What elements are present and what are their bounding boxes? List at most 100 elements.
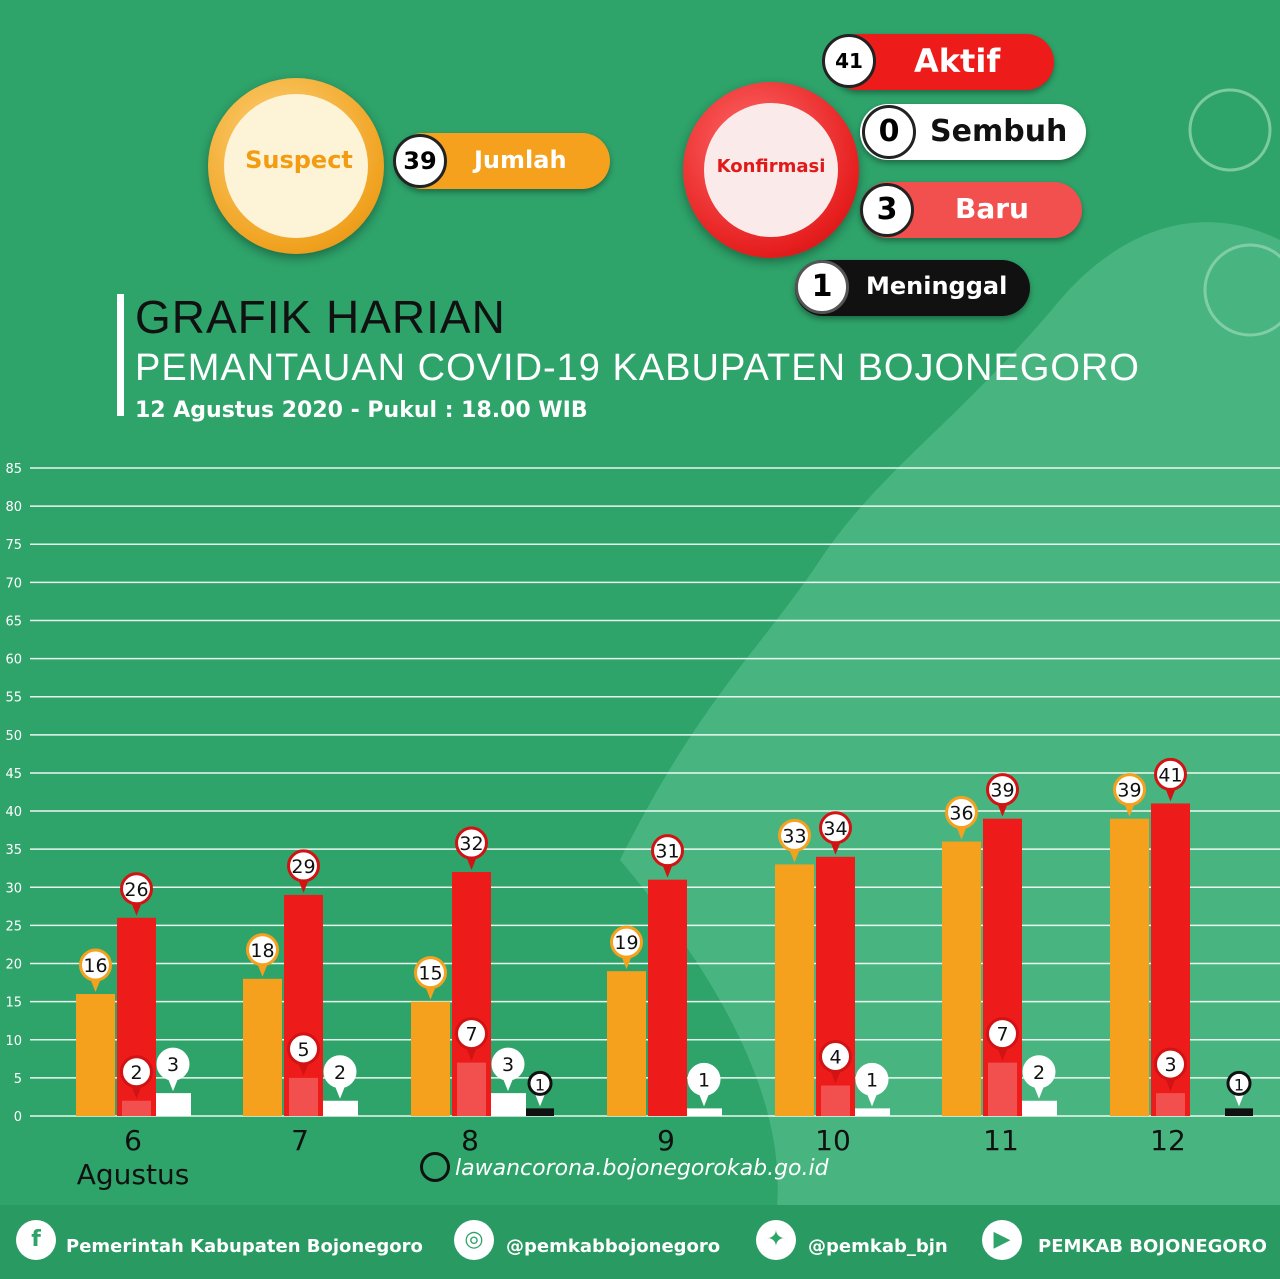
facebook-link[interactable]: Pemerintah Kabupaten Bojonegoro [66,1236,423,1257]
x-tick-label: 9 [657,1124,675,1157]
data-label: 34 [823,818,847,840]
page-title: GRAFIK HARIAN [135,291,506,343]
data-label-badge [287,849,320,883]
konfirmasi-label: Konfirmasi [716,156,826,177]
data-label-badge [945,796,978,830]
data-label: 36 [949,803,973,825]
page-subtitle: PEMANTAUAN COVID-19 KABUPATEN BOJONEGORO [135,347,1140,389]
x-tick-label: 12 [1150,1124,1186,1157]
suspect-label: Suspect [245,146,353,174]
data-label: 39 [990,780,1014,802]
data-label-badge [527,1070,553,1096]
twitter-icon[interactable]: ✦ [756,1220,796,1260]
meninggal-label: Meninggal [866,272,1008,300]
baru-value: 3 [860,183,914,237]
data-label-badge [287,1032,320,1066]
bar-aktif [648,879,687,1116]
data-label-badge [986,773,1019,807]
data-label-badge [778,818,811,852]
footer-bar [0,1205,1280,1279]
data-label: 31 [655,841,679,863]
bar-suspect [76,994,115,1116]
y-tick-label: 60 [5,653,22,668]
y-tick-label: 50 [5,729,22,744]
data-label: 1 [1234,1075,1244,1094]
bar-suspect [1110,818,1149,1116]
website-link[interactable]: lawancorona.bojonegorokab.go.id [455,1156,829,1181]
data-label: 33 [782,825,806,847]
bar-meninggal [1225,1108,1253,1116]
title-accent-bar [117,294,124,416]
x-tick-label: 8 [461,1124,479,1157]
x-tick-label: 6 [124,1124,142,1157]
data-label: 15 [418,963,442,985]
data-label: 2 [334,1062,346,1084]
data-label: 7 [465,1024,477,1046]
y-tick-label: 15 [5,996,22,1011]
twitter-link[interactable]: @pemkab_bjn [808,1236,948,1257]
aktif-value: 41 [822,34,876,88]
data-label-badge [1113,773,1146,807]
data-label: 2 [130,1062,142,1084]
data-label: 32 [459,833,483,855]
data-label: 3 [167,1054,179,1076]
sembuh-label: Sembuh [930,114,1068,149]
baru-label: Baru [955,192,1029,225]
data-label-badge [120,1055,153,1089]
y-tick-label: 0 [14,1110,22,1125]
data-label: 1 [535,1075,545,1094]
data-label: 3 [1164,1054,1176,1076]
data-label-badge [1154,757,1187,791]
bar-baru [457,1062,486,1116]
globe-icon [420,1152,450,1182]
youtube-link[interactable]: PEMKAB BOJONEGORO [1038,1236,1267,1257]
data-label-badge [819,1040,852,1074]
report-date: 12 Agustus 2020 - Pukul : 18.00 WIB [135,398,588,423]
y-tick-label: 55 [5,691,22,706]
data-label-badge [455,1017,488,1051]
data-label-badge [986,1017,1019,1051]
konfirmasi-ring-inner [704,103,838,237]
y-tick-label: 5 [14,1072,22,1087]
data-label: 29 [291,856,315,878]
bar-sembuh [855,1108,890,1116]
data-label-badge [1226,1070,1252,1096]
bar-sembuh [323,1100,358,1116]
instagram-link[interactable]: @pemkabbojonegoro [506,1236,721,1257]
x-axis-month-label: Agustus [77,1158,190,1190]
x-tick-label: 7 [291,1124,309,1157]
y-tick-label: 35 [5,843,22,858]
data-label-badge [246,933,279,967]
y-tick-label: 70 [5,576,22,591]
facebook-icon[interactable]: f [16,1220,56,1260]
bar-baru [122,1100,151,1116]
bar-sembuh [687,1108,722,1116]
virus-icon [1188,88,1280,337]
data-label: 2 [1033,1062,1045,1084]
bar-suspect [607,971,646,1116]
data-label-badge [491,1047,525,1081]
aktif-label: Aktif [914,42,1001,80]
data-label: 16 [83,955,107,977]
bar-suspect [775,864,814,1116]
bar-baru [1156,1093,1185,1116]
data-label-badge [79,948,112,982]
bar-sembuh [491,1093,526,1116]
instagram-icon[interactable]: ◎ [454,1220,494,1260]
data-label-badge [687,1062,721,1096]
data-label: 39 [1117,780,1141,802]
y-tick-label: 65 [5,614,22,629]
data-label-badge [120,872,153,906]
bar-meninggal [526,1108,554,1116]
youtube-icon[interactable]: ▶ [982,1220,1022,1260]
data-label-badge [323,1055,357,1089]
y-tick-label: 80 [5,500,22,515]
bar-sembuh [1022,1100,1057,1116]
data-label-badge [855,1062,889,1096]
data-label-badge [414,956,447,990]
sembuh-value: 0 [862,105,916,159]
bar-baru [821,1085,850,1116]
y-tick-label: 20 [5,958,22,973]
